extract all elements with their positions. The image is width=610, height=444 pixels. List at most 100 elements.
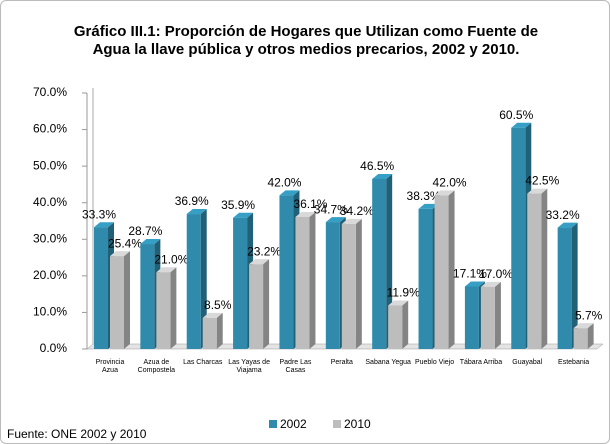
bar-top xyxy=(279,190,300,196)
bar-top xyxy=(156,267,177,273)
bar xyxy=(464,286,479,349)
legend-swatch xyxy=(269,420,277,428)
bar-side xyxy=(309,211,316,349)
bar-side xyxy=(200,209,207,349)
y-tick-label: 0.0% xyxy=(40,341,68,355)
bar xyxy=(156,272,171,349)
bar xyxy=(372,178,387,349)
bar-side xyxy=(494,281,501,349)
bar-side xyxy=(355,218,362,349)
x-tick-label: Peralta xyxy=(330,359,353,366)
x-tick-label: Guayabal xyxy=(512,359,543,366)
bar-side xyxy=(448,190,455,349)
x-tick-label: Estebania xyxy=(558,359,590,366)
value-label: 23.2% xyxy=(247,244,281,258)
x-tick-label: Sabana Yegua xyxy=(365,359,411,366)
bar-side xyxy=(170,267,177,349)
bar xyxy=(186,214,201,349)
source-note: Fuente: ONE 2002 y 2010 xyxy=(7,427,147,441)
bar-top xyxy=(557,222,578,228)
value-label: 17.0% xyxy=(479,267,513,281)
bar xyxy=(341,223,356,349)
bar-top xyxy=(434,190,455,196)
x-tick-label: Provincia Azua xyxy=(95,359,125,374)
y-tick-label: 70.0% xyxy=(33,85,67,99)
value-label: 8.5% xyxy=(204,298,232,312)
bar xyxy=(295,216,310,349)
bar-top xyxy=(295,211,316,217)
legend-swatch xyxy=(333,420,341,428)
value-label: 33.3% xyxy=(82,207,116,221)
bar-top xyxy=(341,218,362,224)
bar-side xyxy=(124,251,130,349)
bar-top xyxy=(573,323,594,329)
x-tick-label: Las Charcas xyxy=(183,359,223,366)
bar-top xyxy=(418,203,439,209)
value-label: 42.0% xyxy=(433,176,467,190)
bar-side xyxy=(263,259,270,349)
bar-top xyxy=(233,212,254,218)
y-tick-label: 50.0% xyxy=(33,158,67,172)
bar xyxy=(434,195,449,349)
bar xyxy=(325,222,340,349)
bar xyxy=(110,256,124,349)
bar-top xyxy=(527,188,548,194)
x-tick-label: Azua de Compostela xyxy=(137,359,176,374)
value-label: 36.1% xyxy=(293,197,327,211)
y-tick-label: 40.0% xyxy=(33,195,67,209)
bar-side xyxy=(216,312,223,349)
value-label: 17.1% xyxy=(453,267,487,281)
bar xyxy=(279,195,294,349)
bar-top xyxy=(464,281,485,287)
value-label: 28.7% xyxy=(128,224,162,238)
bar-top xyxy=(186,209,207,215)
value-label: 25.4% xyxy=(108,236,142,250)
y-tick-label: 30.0% xyxy=(33,231,67,245)
x-tick-label: Tábara Arriba xyxy=(459,359,503,366)
value-label: 42.5% xyxy=(525,174,559,188)
bar xyxy=(202,317,217,349)
y-tick-label: 20.0% xyxy=(33,268,67,282)
bar xyxy=(94,227,108,349)
bar-top xyxy=(480,281,501,287)
bar xyxy=(511,127,526,349)
bar-top xyxy=(140,239,161,245)
bar xyxy=(140,244,155,349)
value-label: 46.5% xyxy=(360,159,394,173)
value-label: 42.0% xyxy=(267,176,301,190)
bar-top xyxy=(249,259,270,265)
value-label: 36.9% xyxy=(175,194,209,208)
bar xyxy=(388,305,403,349)
bar-side xyxy=(402,300,409,349)
y-tick-label: 10.0% xyxy=(33,305,67,319)
bar xyxy=(573,328,588,349)
x-tick-label: Pueblo Viejo xyxy=(414,359,455,366)
bar-side xyxy=(571,222,578,349)
x-tick-label: Las Yayas de Viajama xyxy=(228,359,270,374)
bar xyxy=(557,227,572,349)
value-label: 5.7% xyxy=(575,308,603,322)
value-label: 21.0% xyxy=(154,252,188,266)
value-label: 35.9% xyxy=(221,198,255,212)
x-tick-label: Padre Las Casas xyxy=(279,359,312,374)
legend-label: 2002 xyxy=(280,417,307,431)
bar xyxy=(527,193,542,349)
bar-side xyxy=(587,323,594,349)
bar-top xyxy=(511,122,532,128)
value-label: 60.5% xyxy=(499,108,533,122)
legend-label: 2010 xyxy=(344,417,371,431)
bar xyxy=(233,217,248,349)
bar xyxy=(249,264,264,349)
bar-top xyxy=(388,300,409,306)
bar-top xyxy=(202,312,223,318)
bar xyxy=(480,286,495,349)
bar-top xyxy=(94,222,114,228)
bar-top xyxy=(325,217,346,223)
bar-top xyxy=(110,251,130,257)
value-label: 34.7% xyxy=(314,202,348,216)
chart-title: Gráfico III.1: Proporción de Hogares que… xyxy=(73,23,539,58)
value-label: 38.3% xyxy=(407,189,441,203)
value-label: 11.9% xyxy=(387,286,420,300)
bar xyxy=(418,208,433,349)
